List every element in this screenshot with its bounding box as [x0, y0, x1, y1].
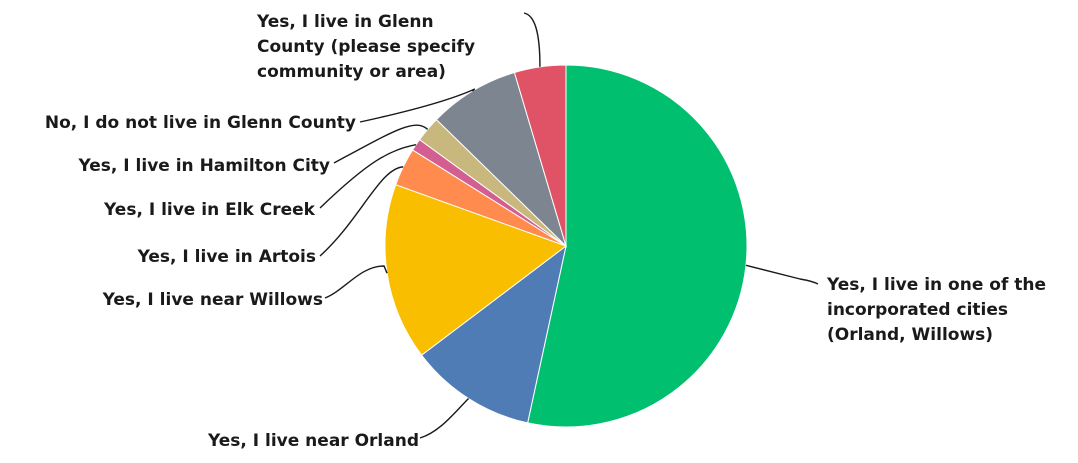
leader-line-7	[523, 12, 541, 67]
slice-label-line: No, I do not live in Glenn County	[45, 113, 356, 133]
slice-label-line: Yes, I live in Artois	[137, 247, 316, 267]
slice-label-line: Yes, I live near Willows	[102, 290, 323, 310]
pie-slice-0	[527, 64, 748, 428]
slice-label-4: Yes, I live in Elk Creek	[103, 200, 316, 220]
slice-label-line: Yes, I live in Glenn	[256, 12, 434, 32]
slice-label-1: Yes, I live near Orland	[207, 431, 419, 451]
pie-slice-6	[435, 71, 568, 248]
slice-label-5: Yes, I live in Hamilton City	[78, 156, 330, 176]
slice-label-2: Yes, I live near Willows	[102, 290, 323, 310]
slice-label-line: Yes, I live near Orland	[207, 431, 419, 451]
slice-label-line: incorporated cities	[827, 300, 1008, 320]
pie-slice-2	[384, 184, 568, 356]
pie-slice-7	[513, 64, 567, 247]
slice-label-line: Yes, I live in Elk Creek	[103, 200, 316, 220]
leader-line-0	[745, 264, 819, 285]
slice-label-line: (Orland, Willows)	[827, 325, 993, 345]
slice-label-line: community or area)	[257, 62, 446, 82]
leader-line-6	[359, 88, 476, 123]
leader-line-3	[319, 166, 404, 257]
leader-line-1	[419, 398, 470, 439]
slice-label-6: No, I do not live in Glenn County	[45, 113, 356, 133]
slice-label-7: Yes, I live in Glenn County (please speci…	[256, 12, 475, 82]
leader-line-4	[319, 144, 417, 209]
leader-line-5	[333, 124, 429, 164]
leader-line-2	[324, 265, 388, 299]
leader-lines	[319, 12, 819, 439]
slice-label-line: Yes, I live in one of the	[826, 275, 1046, 295]
pie-slices	[384, 64, 748, 428]
slice-label-line: Yes, I live in Hamilton City	[78, 156, 330, 176]
slice-label-3: Yes, I live in Artois	[137, 247, 316, 267]
slice-label-line: County (please specify	[257, 37, 475, 57]
slice-label-0: Yes, I live in one of the incorporated ci…	[826, 275, 1046, 345]
slice-labels: Yes, I live in one of the incorporated ci…	[45, 12, 1046, 451]
